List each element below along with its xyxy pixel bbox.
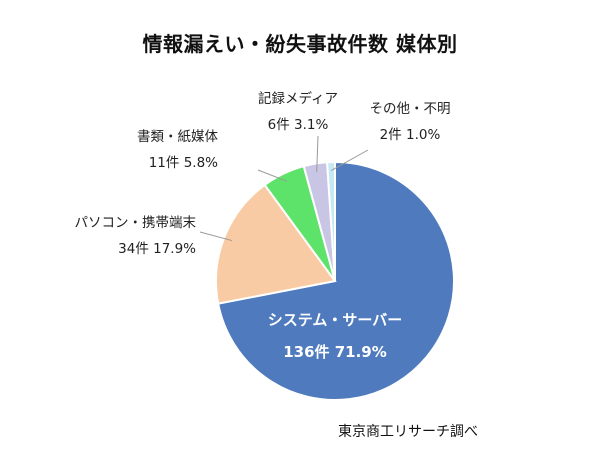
slice-label-name-2: パソコン・携帯端末	[75, 215, 197, 231]
leader-line-3	[257, 169, 288, 182]
slice-label-value-4: 6件 3.1%	[268, 117, 329, 133]
leader-line-5	[331, 149, 369, 171]
slice-label-name-5: その他・不明	[370, 101, 451, 117]
slice-label-name-1: システム・サーバー	[268, 311, 402, 329]
slice-label-value-1: 136件 71.9%	[283, 343, 387, 361]
slice-label-value-2: 34件 17.9%	[118, 241, 196, 257]
leader-line-2	[199, 231, 233, 242]
slice-labels: システム・サーバー 136件 71.9% パソコン・携帯端末 34件 17.9% 書類・…	[75, 90, 451, 361]
source-note: 東京商工リサーチ調べ	[338, 424, 478, 440]
leader-line-4	[316, 135, 319, 172]
slice-label-value-5: 2件 1.0%	[380, 127, 441, 143]
leader-lines	[199, 135, 369, 242]
slice-label-name-3: 書類・紙媒体	[137, 129, 218, 145]
pie-slice-5	[326, 160, 336, 282]
pie-slices	[215, 160, 455, 401]
slice-label-value-3: 11件 5.8%	[149, 155, 218, 171]
pie-slice-2	[215, 183, 337, 305]
slice-label-name-4: 記録メディア	[258, 90, 338, 107]
chart-title: 情報漏えい・紛失事故件数 媒体別	[142, 32, 458, 56]
